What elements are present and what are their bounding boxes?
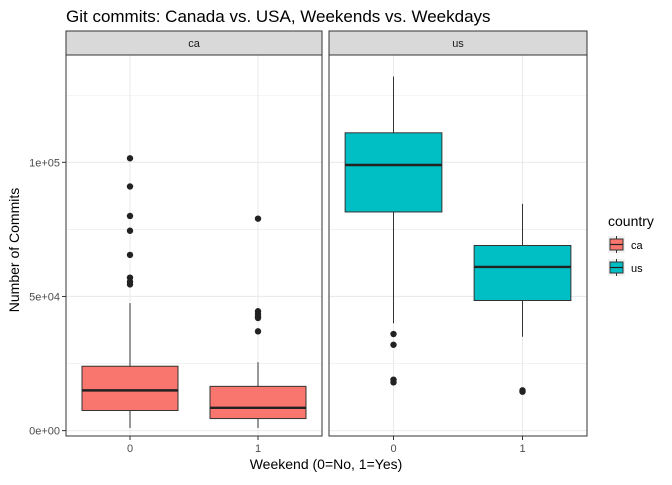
boxplot-ca-0 [81, 155, 179, 428]
y-tick-label: 0e+00 [29, 426, 60, 438]
box-iqr [473, 245, 572, 302]
legend-label: ca [631, 240, 644, 252]
y-axis-label: Number of Commits [6, 188, 22, 312]
outlier-point [390, 341, 397, 348]
facet-strip-label: us [452, 38, 464, 50]
outlier-point [390, 379, 397, 386]
facet-strip-label: ca [188, 38, 201, 50]
facet-strip [328, 30, 588, 56]
panels-layer: ca 0 1 us 0 1 [65, 30, 588, 455]
legend-key-us: us [608, 259, 643, 276]
outlier-point [126, 251, 134, 259]
outlier-point [126, 227, 134, 234]
outlier-point [126, 281, 134, 288]
y-axis: 0e+00 5e+04 1e+05 [29, 157, 66, 438]
panel-us: us 0 1 [328, 30, 588, 455]
outlier-point [254, 328, 262, 335]
outlier-point [126, 212, 134, 220]
x-tick-label: 0 [390, 443, 396, 455]
outlier-point [390, 330, 397, 338]
boxplot-us-1 [473, 203, 572, 395]
legend-entries: ca us [608, 236, 644, 276]
box-iqr [344, 132, 443, 213]
x-tick-label: 0 [127, 443, 133, 455]
outlier-point [254, 215, 262, 222]
outlier-point [254, 314, 262, 322]
legend-key-ca: ca [608, 236, 644, 253]
x-tick-label: 1 [519, 443, 525, 455]
legend-title: country [608, 213, 654, 229]
outlier-point [126, 183, 134, 190]
outlier-point [126, 155, 134, 162]
facet-strip [65, 30, 323, 56]
panel-ca: ca 0 1 [65, 30, 323, 455]
y-tick-label: 5e+04 [29, 291, 60, 303]
x-axis-label: Weekend (0=No, 1=Yes) [250, 456, 403, 472]
boxplot-ca-1 [209, 215, 307, 428]
legend-label: us [631, 263, 643, 275]
outlier-point [519, 388, 526, 395]
y-tick-label: 1e+05 [29, 157, 60, 169]
box-iqr [209, 385, 307, 420]
box-iqr [81, 365, 179, 412]
chart-title: Git commits: Canada vs. USA, Weekends vs… [66, 7, 491, 26]
boxplot-us-0 [344, 76, 443, 386]
legend: country ca us [608, 213, 654, 276]
x-tick-label: 1 [255, 443, 261, 455]
